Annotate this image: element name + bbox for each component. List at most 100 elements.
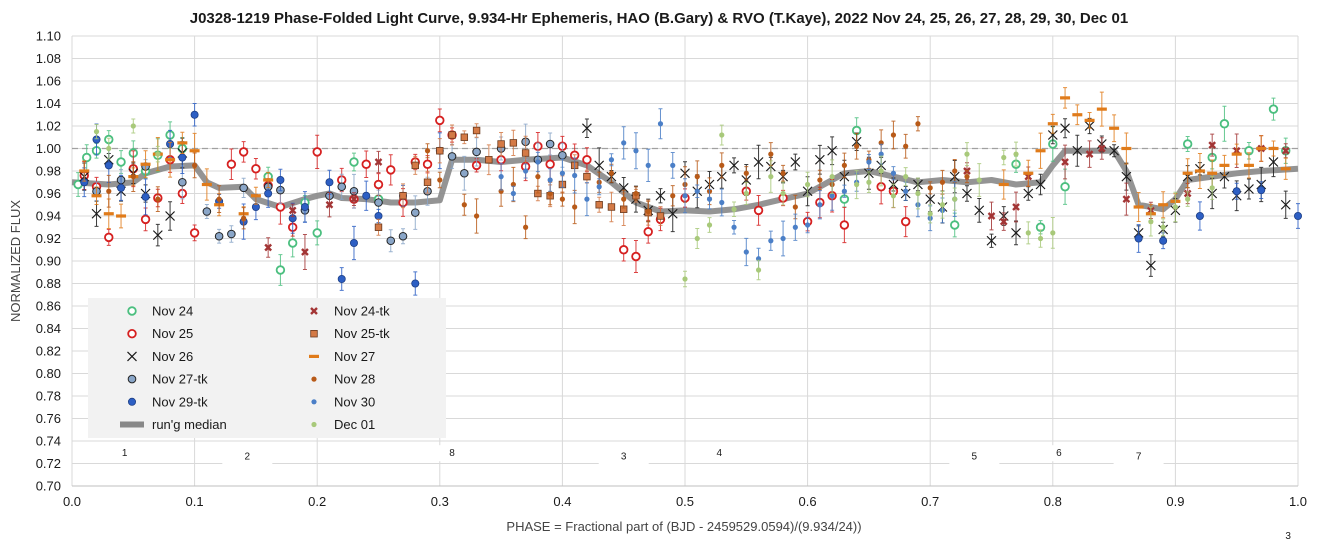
y-tick-label: 0.92 xyxy=(36,231,61,246)
data-point xyxy=(890,193,897,199)
x-tick-label: 0.7 xyxy=(921,494,939,509)
segment-label-bg xyxy=(1033,445,1084,462)
data-point xyxy=(165,158,176,162)
legend-item: Nov 27-tk xyxy=(127,372,208,387)
data-point xyxy=(619,245,629,255)
data-point xyxy=(927,185,933,191)
data-point xyxy=(460,133,469,141)
data-point xyxy=(1121,171,1132,182)
data-point xyxy=(667,208,678,219)
x-tick-label: 0.5 xyxy=(676,494,694,509)
legend-label: Nov 29-tk xyxy=(152,394,208,409)
segment-labels: 1 2 8 3 4 5 6 7 3 xyxy=(99,445,1291,542)
y-tick-label: 0.96 xyxy=(36,186,61,201)
data-point xyxy=(964,151,970,157)
data-point xyxy=(1280,167,1291,171)
data-point xyxy=(1085,150,1094,158)
data-point xyxy=(645,162,651,168)
data-point xyxy=(325,178,334,187)
data-point xyxy=(374,223,383,231)
segment-label-bg xyxy=(222,448,273,465)
data-point xyxy=(192,162,198,168)
data-point xyxy=(1097,144,1106,153)
data-point xyxy=(1158,203,1169,207)
data-point xyxy=(817,177,823,183)
segment-label: 3 xyxy=(621,452,627,463)
data-point xyxy=(559,196,566,202)
y-tick-label: 1.04 xyxy=(36,96,61,111)
data-point xyxy=(583,172,591,181)
data-point xyxy=(545,159,555,169)
legend-marker xyxy=(127,397,136,406)
data-point xyxy=(263,178,274,182)
x-tick-label: 0.3 xyxy=(431,494,449,509)
data-point xyxy=(423,178,432,186)
data-point xyxy=(694,188,700,194)
legend-marker xyxy=(309,354,319,358)
data-point xyxy=(1172,204,1178,210)
data-point xyxy=(998,182,1009,187)
data-point xyxy=(106,145,112,152)
data-point xyxy=(1231,152,1242,156)
data-point xyxy=(1182,171,1193,175)
data-point xyxy=(1219,163,1230,167)
legend-label: Nov 24 xyxy=(152,304,193,319)
data-point xyxy=(1268,104,1279,114)
data-point xyxy=(594,160,605,171)
data-point xyxy=(424,148,431,154)
data-point xyxy=(361,159,371,169)
legend-marker xyxy=(127,306,137,316)
data-point xyxy=(976,177,982,183)
legend-label: Nov 27-tk xyxy=(152,372,208,387)
data-point xyxy=(1159,236,1168,245)
data-point xyxy=(878,151,884,157)
data-point xyxy=(510,181,516,188)
data-point xyxy=(1060,182,1070,192)
data-point xyxy=(1109,145,1120,156)
x-tick-label: 0.8 xyxy=(1044,494,1062,509)
legend-label: Nov 24-tk xyxy=(334,304,390,319)
legend-marker xyxy=(311,376,317,382)
data-point xyxy=(117,183,126,192)
data-point xyxy=(362,191,371,200)
data-point xyxy=(521,149,530,157)
data-point xyxy=(1037,235,1044,242)
legend-box xyxy=(88,298,446,438)
data-point xyxy=(497,140,505,148)
data-point xyxy=(473,213,480,219)
data-point xyxy=(558,150,567,160)
data-point xyxy=(155,151,161,157)
data-point xyxy=(189,228,200,238)
legend-item: Nov 24 xyxy=(127,304,193,319)
data-point xyxy=(682,276,688,282)
data-point xyxy=(890,170,897,176)
data-point xyxy=(275,202,286,212)
data-point xyxy=(999,217,1008,226)
data-point xyxy=(461,202,467,208)
data-point xyxy=(768,174,774,180)
data-point xyxy=(621,196,627,202)
data-point xyxy=(962,188,972,199)
data-point xyxy=(768,151,774,157)
y-tick-label: 0.76 xyxy=(36,411,61,426)
data-point xyxy=(1207,171,1218,175)
data-point xyxy=(1145,260,1156,271)
y-tick-label: 1.08 xyxy=(36,51,61,66)
data-point xyxy=(287,238,298,248)
legend-label: Nov 30 xyxy=(334,394,375,409)
data-point xyxy=(1060,96,1071,100)
data-point xyxy=(952,196,958,202)
data-point xyxy=(216,196,222,202)
data-point xyxy=(925,194,936,205)
data-point xyxy=(1096,107,1107,111)
data-point xyxy=(903,174,909,180)
data-point xyxy=(1294,211,1303,220)
data-point xyxy=(608,170,615,176)
data-point xyxy=(655,190,666,201)
segment-label-bg xyxy=(694,445,745,462)
data-point xyxy=(1185,196,1191,202)
legend-marker xyxy=(310,307,318,315)
data-point xyxy=(510,190,516,197)
data-point xyxy=(878,168,884,174)
legend-label: Nov 27 xyxy=(334,349,375,364)
